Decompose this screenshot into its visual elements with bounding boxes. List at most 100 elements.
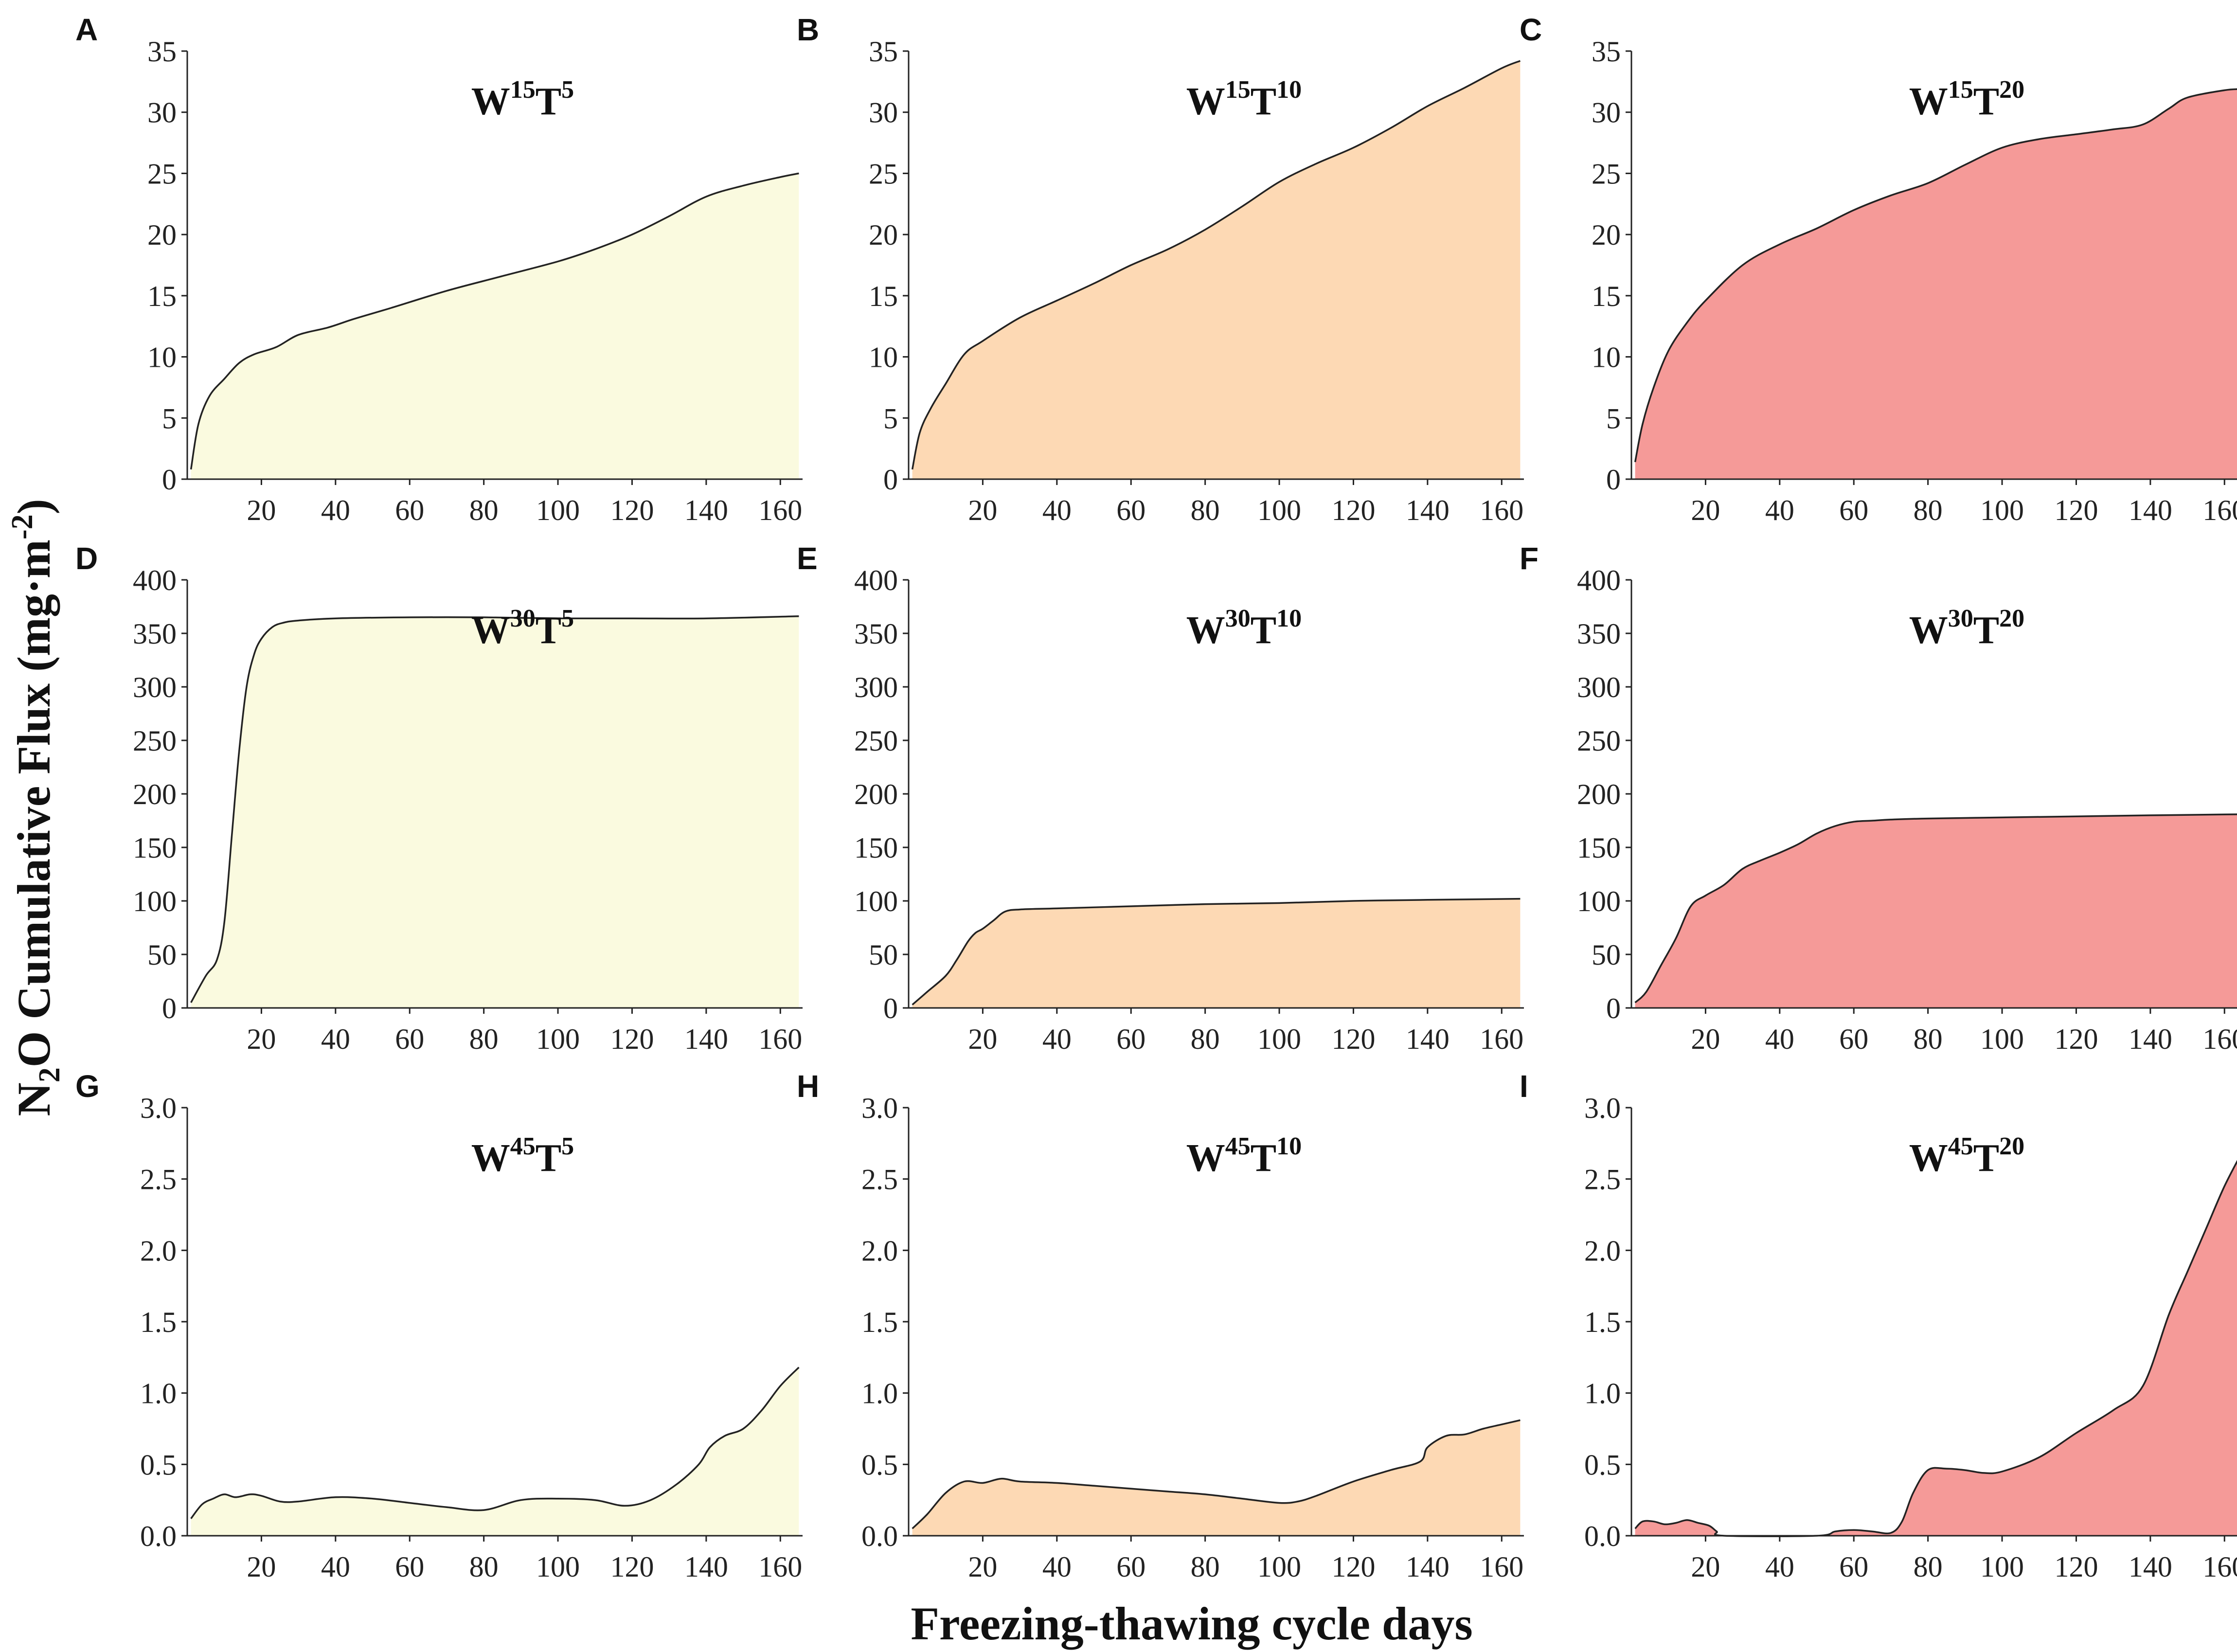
panel-D: 0 50 100 150 200 250 300 350 400 20 40 60 80 100 120 14… [75,541,803,1055]
y-tick-label-B: 30 [869,97,898,129]
title-w-sup: 45 [1948,1132,1973,1160]
y-tick-label-B: 5 [883,402,898,434]
x-tick-label-D: 100 [536,1023,580,1055]
x-tick-label-B: 100 [1257,494,1301,526]
area-fill-A [191,173,799,479]
x-tick-label-C: 100 [1980,494,2024,526]
y-tick-label-G: 0.0 [140,1520,177,1552]
y-tick-label-I: 0.0 [1584,1520,1621,1552]
panel-H: 0.0 0.5 1.0 1.5 2.0 2.5 3.0 20 40 60 80 100 120 140 16… [797,1069,1524,1583]
y-tick-label-D: 50 [147,939,177,971]
y-tick-label-A: 30 [147,97,177,129]
x-tick-label-C: 20 [1691,494,1720,526]
panel-letter-B: B [797,12,819,47]
x-tick-label-F: 60 [1839,1023,1868,1055]
title-w: W [1186,1137,1225,1180]
title-t-sup: 5 [561,76,574,104]
title-w: W [1909,1137,1948,1180]
title-t-sup: 5 [561,605,574,632]
y-tick-label-C: 0 [1606,464,1621,496]
x-tick-label-G: 60 [395,1551,424,1583]
x-tick-label-G: 160 [758,1551,802,1583]
x-tick-label-D: 120 [610,1023,654,1055]
panel-title-E: W30T10 [1186,605,1302,652]
y-tick-label-A: 5 [162,402,177,434]
y-tick-label-F: 350 [1577,618,1621,650]
title-t-sup: 20 [1999,605,2024,632]
y-tick-label-F: 100 [1577,885,1621,917]
y-tick-label-A: 10 [147,341,177,374]
y-tick-label-C: 35 [1592,36,1621,68]
y-tick-label-A: 35 [147,36,177,68]
area-line-C [1634,88,2237,463]
x-tick-label-B: 60 [1116,494,1145,526]
panel-title-B: W15T10 [1186,76,1302,123]
panel-F: 0 50 100 150 200 250 300 350 400 20 40 60 80 100 120 14… [1520,541,2237,1055]
area-line-E [912,898,1521,1006]
y-tick-label-B: 0 [883,464,898,496]
panel-I: 0.0 0.5 1.0 1.5 2.0 2.5 3.0 20 40 60 80 100 120 140 16… [1520,1069,2237,1583]
y-tick-label-G: 2.0 [140,1235,177,1267]
y-tick-label-F: 150 [1577,832,1621,864]
x-axis-title: Freezing-thawing cycle days [911,1598,1472,1650]
panel-title-C: W15T20 [1909,76,2024,123]
y-tick-label-F: 0 [1606,992,1621,1024]
title-w: W [1186,609,1225,652]
x-tick-label-E: 100 [1257,1023,1301,1055]
y-axis-title-sub: 2 [33,1067,66,1082]
x-tick-label-H: 40 [1042,1551,1072,1583]
x-tick-label-H: 140 [1406,1551,1450,1583]
x-tick-label-E: 120 [1331,1023,1375,1055]
area-fill-C [1635,89,2237,479]
x-tick-label-E: 160 [1480,1023,1523,1055]
y-tick-label-H: 2.5 [861,1164,898,1196]
x-tick-label-A: 40 [321,494,350,526]
x-tick-label-A: 80 [469,494,499,526]
y-tick-label-F: 250 [1577,725,1621,757]
y-tick-label-E: 50 [869,939,898,971]
area-fill-B [912,61,1521,480]
y-tick-label-H: 1.0 [861,1378,898,1410]
x-tick-label-C: 60 [1839,494,1868,526]
y-tick-label-I: 1.5 [1584,1306,1621,1338]
y-tick-label-B: 25 [869,158,898,190]
title-t-sup: 5 [561,1132,574,1160]
area-fill-F [1635,814,2237,1008]
panel-E: 0 50 100 150 200 250 300 350 400 20 40 60 80 100 120 14… [797,541,1524,1055]
area-fill-H [912,1420,1521,1536]
x-tick-label-B: 20 [968,494,997,526]
title-t: T [536,609,561,652]
panel-letter-G: G [75,1069,100,1104]
x-tick-label-F: 100 [1980,1023,2024,1055]
panel-title-G: W45T5 [471,1132,574,1180]
y-tick-label-E: 350 [854,618,898,650]
title-w: W [471,1137,510,1180]
title-t: T [536,80,561,123]
x-tick-label-I: 100 [1980,1551,2024,1583]
y-tick-label-B: 15 [869,280,898,312]
area-fill-E [912,898,1521,1008]
area-line-H [912,1419,1521,1529]
x-tick-label-B: 80 [1191,494,1220,526]
x-tick-label-I: 140 [2129,1551,2172,1583]
x-tick-label-I: 120 [2054,1551,2098,1583]
title-t-sup: 10 [1276,76,1302,104]
panel-title-F: W30T20 [1909,605,2024,652]
panel-C: 0510152025303520406080100120140160CW15T2… [1520,12,2237,526]
y-tick-label-C: 15 [1592,280,1621,312]
x-tick-label-B: 120 [1331,494,1375,526]
x-tick-label-F: 20 [1691,1023,1720,1055]
y-tick-label-G: 1.0 [140,1378,177,1410]
area-fill-G [191,1367,799,1536]
y-tick-label-B: 20 [869,219,898,251]
title-t-sup: 10 [1276,1132,1302,1160]
title-w: W [1909,80,1948,123]
y-tick-label-D: 250 [133,725,177,757]
y-tick-label-B: 35 [869,36,898,68]
x-tick-label-G: 20 [247,1551,276,1583]
y-tick-label-D: 100 [133,885,177,917]
title-w-sup: 45 [510,1132,536,1160]
x-tick-label-F: 80 [1914,1023,1943,1055]
